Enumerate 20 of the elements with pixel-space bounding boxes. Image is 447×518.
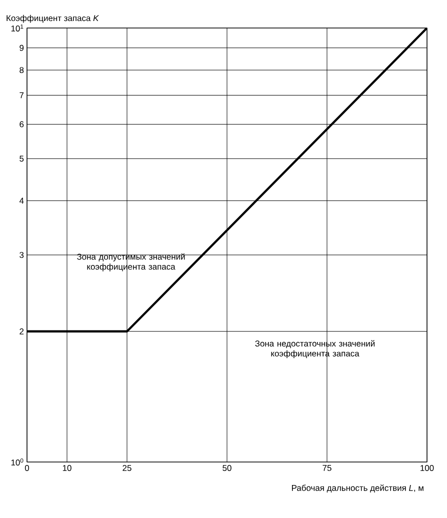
x-tick-label: 75 (322, 465, 332, 471)
y-tick-label: 10$^{1}$ (11, 24, 24, 32)
y-tick-label: 5 (20, 156, 24, 162)
y-tick-label: 8 (20, 67, 24, 74)
y-tick-label: 7 (20, 92, 24, 98)
x-tick-label: 50 (222, 465, 232, 472)
y-tick-label: 10$^{0}$ (11, 458, 24, 466)
y-tick-label: 9 (20, 44, 24, 51)
y-tick-label: 4 (19, 198, 24, 204)
x-tick-label: 25 (122, 465, 132, 472)
y-axis-title: Коэффициент запаса K (6, 14, 99, 23)
annotation: Зона недостаточных значений коэффициента запаса (255, 340, 375, 358)
x-tick-label: 0 (24, 465, 30, 472)
x-tick-label: 10 (62, 465, 72, 472)
x-tick-label: 100 (420, 465, 434, 472)
annotation: Зона допустимых значений коэффициента запаса (77, 253, 185, 272)
x-axis-title: Рабочая дальность действия L, м (292, 484, 424, 493)
y-tick-label: 2 (20, 328, 24, 334)
y-tick-label: 3 (20, 252, 24, 258)
y-tick-label: 6 (20, 121, 24, 128)
